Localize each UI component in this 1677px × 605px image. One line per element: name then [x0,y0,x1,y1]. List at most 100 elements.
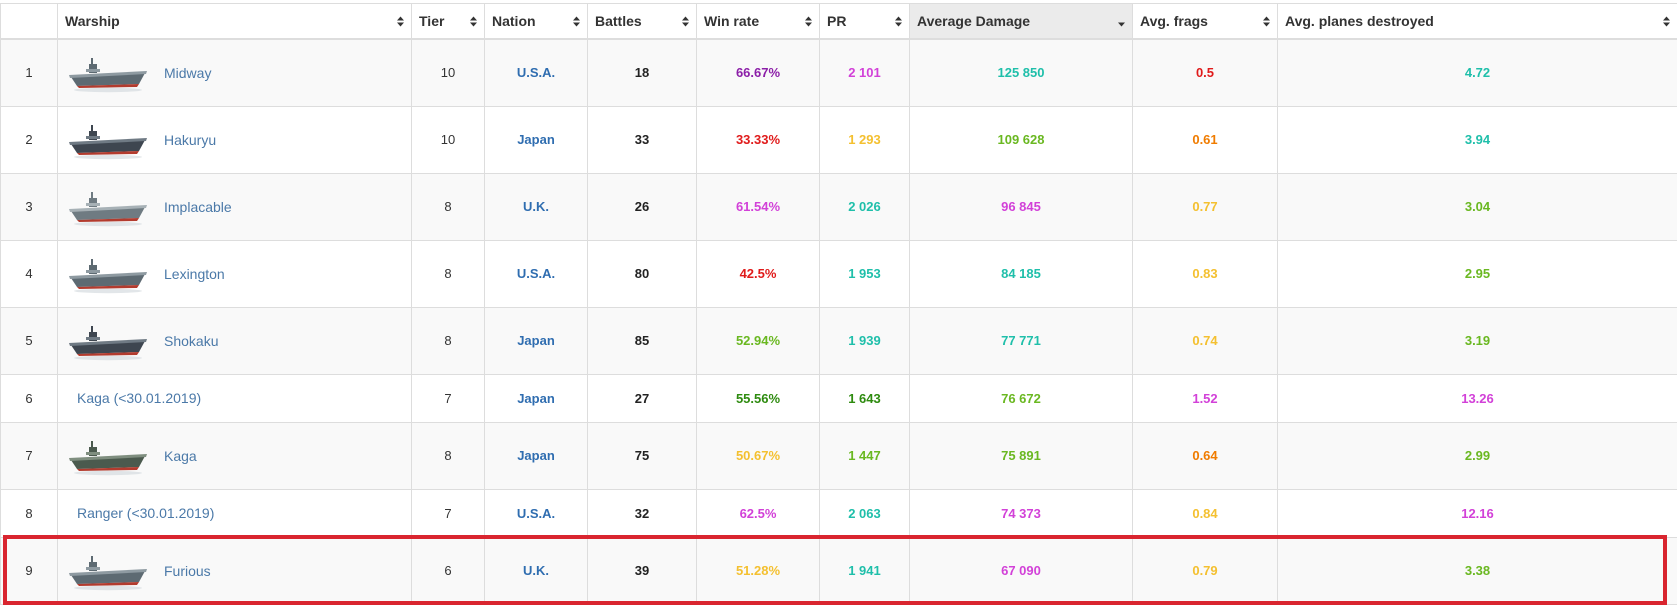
avg-frags-cell: 0.74 [1132,306,1278,375]
win-rate-cell: 51.28% [696,536,820,605]
column-label: Tier [419,13,445,29]
pr-cell: 2 063 [819,488,910,538]
sort-icon[interactable] [1263,16,1270,27]
avg-planes-destroyed-cell: 2.99 [1277,421,1677,490]
table-row: 7 Kaga 8 Japan 75 50.67% 1 447 75 891 0.64 2.99 [0,421,1677,490]
avg-frags-cell: 0.79 [1132,536,1278,605]
ship-image [69,191,147,226]
nation-cell: Japan [484,105,588,174]
battles-column-header[interactable]: Battles [587,3,697,40]
sort-icon[interactable] [682,16,689,27]
sort-icon[interactable] [573,16,580,27]
win-rate-cell: 62.5% [696,488,820,538]
warship-link[interactable]: Shokaku [164,332,219,349]
battles-cell: 80 [587,239,697,308]
battles-cell: 32 [587,488,697,538]
average-damage-cell: 84 185 [909,239,1133,308]
average-damage-cell: 76 672 [909,373,1133,423]
win-rate-cell: 55.56% [696,373,820,423]
table-row: 2 Hakuryu 10 Japan 33 33.33% 1 293 109 628 0.61 3… [0,105,1677,174]
warship-link[interactable]: Hakuryu [164,131,217,148]
avg-planes-destroyed-cell: 13.26 [1277,373,1677,423]
rank-cell: 7 [0,421,58,490]
rank-cell: 9 [0,536,58,605]
rank-column-header [0,3,58,40]
avg-frags-cell: 0.84 [1132,488,1278,538]
avg-planes-destroyed-cell: 3.04 [1277,172,1677,241]
sort-icon[interactable] [805,16,812,27]
ship-image [69,440,147,475]
warship-cell: Kaga (<30.01.2019) [57,373,412,423]
warship-cell: Implacable [57,172,412,241]
ship-image [69,57,147,92]
warship-cell: Kaga [57,421,412,490]
warship-cell: Ranger (<30.01.2019) [57,488,412,538]
avg-frags-cell: 0.83 [1132,239,1278,308]
avg-frags-cell: 0.5 [1132,38,1278,107]
pr-cell: 2 101 [819,38,910,107]
sort-icon[interactable] [470,16,477,27]
table-row: 5 Shokaku 8 Japan 85 52.94% 1 939 77 771 0.74 3.1… [0,306,1677,375]
battles-cell: 26 [587,172,697,241]
pr-cell: 1 941 [819,536,910,605]
warship-link[interactable]: Ranger (<30.01.2019) [77,505,215,521]
nation-cell: U.S.A. [484,488,588,538]
pr-cell: 1 447 [819,421,910,490]
tier-cell: 10 [411,105,485,174]
sort-descending-icon[interactable] [1118,16,1125,27]
warship-cell: Midway [57,38,412,107]
nation-cell: U.S.A. [484,239,588,308]
ship-image [69,325,147,360]
avg-planes-destroyed-cell: 3.19 [1277,306,1677,375]
pr-cell: 1 939 [819,306,910,375]
win-rate-cell: 61.54% [696,172,820,241]
sort-icon[interactable] [1663,16,1670,27]
pr-column-header[interactable]: PR [819,3,910,40]
rank-cell: 3 [0,172,58,241]
average-damage-column-header[interactable]: Average Damage [909,3,1133,40]
win-rate-cell: 33.33% [696,105,820,174]
win-rate-column-header[interactable]: Win rate [696,3,820,40]
avg-frags-column-header[interactable]: Avg. frags [1132,3,1278,40]
battles-cell: 33 [587,105,697,174]
warship-cell: Hakuryu [57,105,412,174]
column-label: Warship [65,13,120,29]
avg-frags-cell: 0.64 [1132,421,1278,490]
table-row: 9 Furious 6 U.K. 39 51.28% 1 941 67 090 0.79 3.38 [0,536,1677,605]
table-body: 1 Midway 10 U.S.A. 18 66.67% 2 101 125 850 0.5 4.… [0,38,1677,605]
tier-cell: 8 [411,421,485,490]
average-damage-cell: 67 090 [909,536,1133,605]
avg-planes-destroyed-cell: 2.95 [1277,239,1677,308]
pr-cell: 2 026 [819,172,910,241]
rank-cell: 1 [0,38,58,107]
tier-cell: 8 [411,306,485,375]
warship-link[interactable]: Furious [164,562,211,579]
avg-planes-destroyed-column-header[interactable]: Avg. planes destroyed [1277,3,1677,40]
column-label: Avg. planes destroyed [1285,13,1434,29]
tier-cell: 7 [411,373,485,423]
win-rate-cell: 66.67% [696,38,820,107]
nation-cell: U.K. [484,172,588,241]
tier-column-header[interactable]: Tier [411,3,485,40]
warship-link[interactable]: Kaga [164,447,197,464]
warship-link[interactable]: Implacable [164,198,232,215]
sort-icon[interactable] [397,16,404,27]
avg-frags-cell: 0.61 [1132,105,1278,174]
win-rate-cell: 50.67% [696,421,820,490]
pr-cell: 1 643 [819,373,910,423]
warship-link[interactable]: Kaga (<30.01.2019) [77,390,202,406]
avg-planes-destroyed-cell: 4.72 [1277,38,1677,107]
nation-cell: Japan [484,421,588,490]
column-label: Nation [492,13,536,29]
battles-cell: 39 [587,536,697,605]
rank-cell: 5 [0,306,58,375]
nation-cell: Japan [484,306,588,375]
warship-link[interactable]: Lexington [164,265,225,282]
average-damage-cell: 74 373 [909,488,1133,538]
tier-cell: 8 [411,172,485,241]
column-label: PR [827,13,847,29]
nation-column-header[interactable]: Nation [484,3,588,40]
warship-link[interactable]: Midway [164,64,212,81]
warship-column-header[interactable]: Warship [57,3,412,40]
sort-icon[interactable] [895,16,902,27]
